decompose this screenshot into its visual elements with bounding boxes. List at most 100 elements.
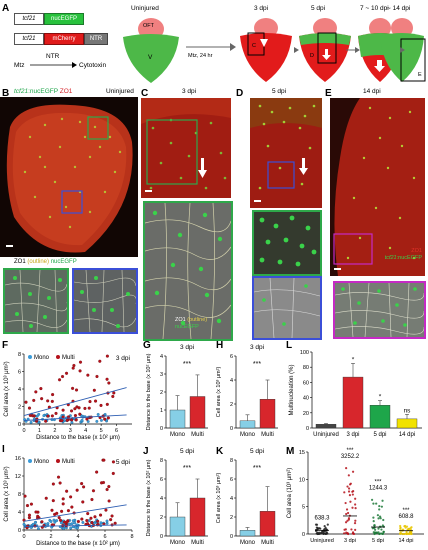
trend-line-mono: [23, 524, 127, 527]
data-point-multi: [93, 515, 97, 519]
data-point-mono: [55, 519, 59, 523]
y-axis-label: Cell area (x 10³ μm²): [4, 466, 10, 521]
data-point-multi: [57, 516, 61, 520]
bar-chart-multinucleation: 0 20 40 60 80 100 Multinucleation (%) Uninjured…: [289, 350, 422, 438]
x-tick-label: 6: [115, 428, 118, 434]
panel-letter: A: [2, 3, 10, 14]
data-point-multi: [61, 502, 65, 506]
data-point-multi: [80, 517, 84, 521]
mtz-label: Mtz: [14, 62, 25, 69]
data-point-multi: [25, 504, 30, 508]
data-point-multi: [27, 516, 31, 520]
data-point-multi: [78, 360, 83, 364]
treatment-label: Mtz, 24 hr: [188, 53, 213, 59]
gene-box: nucEGFP: [44, 13, 84, 25]
data-point: [381, 532, 385, 535]
x-tick-label: Mono: [240, 432, 256, 438]
y-tick-label: 4: [18, 510, 21, 516]
data-point: [401, 528, 404, 531]
data-point-multi: [32, 398, 36, 402]
data-point: [354, 519, 357, 522]
data-point: [399, 527, 402, 530]
data-point-multi: [86, 512, 90, 516]
legend-label: Multi: [62, 459, 75, 465]
data-point-multi: [107, 381, 111, 385]
inset-3dpi: ZO1 (outline) nucEGFP: [143, 201, 233, 341]
data-point-multi: [51, 482, 55, 486]
data-point-multi: [71, 386, 75, 390]
data-point: [373, 532, 377, 535]
chart-title: 3 dpi: [116, 355, 130, 362]
panel-letter: B: [2, 88, 10, 99]
condition-label: 5 dpi: [272, 88, 287, 95]
y-tick-label: 8: [18, 492, 21, 498]
y-tick-label: 0: [230, 426, 233, 432]
data-point-mono: [71, 519, 75, 523]
data-point: [407, 527, 410, 530]
x-tick-label: Uninjured: [310, 538, 334, 544]
data-point-multi: [85, 417, 89, 421]
y-axis-label: Multinucleation (%): [289, 364, 295, 415]
bar-chart-distance-3dpi: 0 1 2 3 4 3 dpi Distance to the base (x 10² μm…: [146, 344, 208, 438]
panel-letter: M: [286, 446, 295, 457]
y-axis-label: Cell area (x 10³ μm²): [4, 361, 10, 416]
data-point-multi: [89, 516, 93, 520]
panel-letter: D: [236, 88, 244, 99]
data-point-multi: [75, 488, 79, 492]
y-axis-label: Distance to the base (x 10² μm): [146, 353, 152, 430]
data-point-mono: [69, 526, 73, 530]
data-point-multi: [87, 406, 91, 410]
y-tick-label: 8: [230, 458, 233, 464]
data-point: [377, 527, 380, 530]
bar: [396, 418, 418, 429]
data-point-multi: [82, 485, 86, 489]
data-point-mono: [49, 520, 53, 523]
data-point: [399, 524, 402, 528]
data-point: [319, 527, 322, 530]
data-point: [343, 528, 346, 531]
panel-letter: I: [2, 444, 5, 455]
data-point-mono: [81, 520, 85, 524]
chart-title: 5 dpi: [116, 459, 130, 466]
stage-arrow: [346, 47, 360, 53]
data-point-multi: [61, 408, 65, 412]
data-point: [354, 507, 357, 510]
chart-title: 5 dpi: [250, 448, 264, 455]
bar: [342, 376, 364, 429]
data-point-multi: [98, 359, 102, 363]
data-point-multi: [57, 378, 62, 382]
y-tick-label: 0: [18, 422, 21, 428]
inset-14dpi: [333, 281, 426, 339]
y-tick-label: 2: [160, 390, 163, 396]
data-point: [324, 526, 327, 529]
data-point: [343, 491, 346, 494]
data-point-mono: [95, 419, 99, 423]
y-tick-label: 8: [18, 352, 21, 358]
data-point: [381, 499, 384, 502]
cytotoxin-label: Cytotoxin: [79, 62, 107, 69]
data-point: [405, 532, 409, 535]
data-point: [354, 497, 357, 500]
legend-label: Multi: [62, 355, 75, 361]
y-tick-label: 6: [160, 477, 163, 483]
data-point: [346, 485, 349, 488]
data-point-multi: [99, 403, 103, 407]
data-point-multi: [65, 489, 69, 493]
channel-legend: tcf21:nucEGFP ZO1: [14, 88, 73, 95]
median-label: 638.3: [314, 516, 330, 522]
panel-letter: L: [286, 340, 293, 351]
data-point-multi: [106, 416, 110, 420]
data-point-multi: [65, 418, 69, 422]
y-tick-label: 0: [160, 426, 163, 432]
bar-chart-distance-5dpi: 0 2 4 6 8 5 dpi Distance to the base (x 10² μm…: [146, 448, 208, 546]
data-point-multi: [104, 508, 108, 512]
data-point-multi: [73, 407, 77, 411]
data-point: [348, 494, 352, 497]
chart-title: 3 dpi: [250, 344, 264, 351]
y-tick-label: 20: [303, 411, 309, 417]
heart-diagram-3dpi: [240, 18, 292, 82]
data-point: [352, 532, 356, 536]
data-point-multi: [51, 499, 55, 503]
y-tick-label: 0: [160, 534, 163, 540]
